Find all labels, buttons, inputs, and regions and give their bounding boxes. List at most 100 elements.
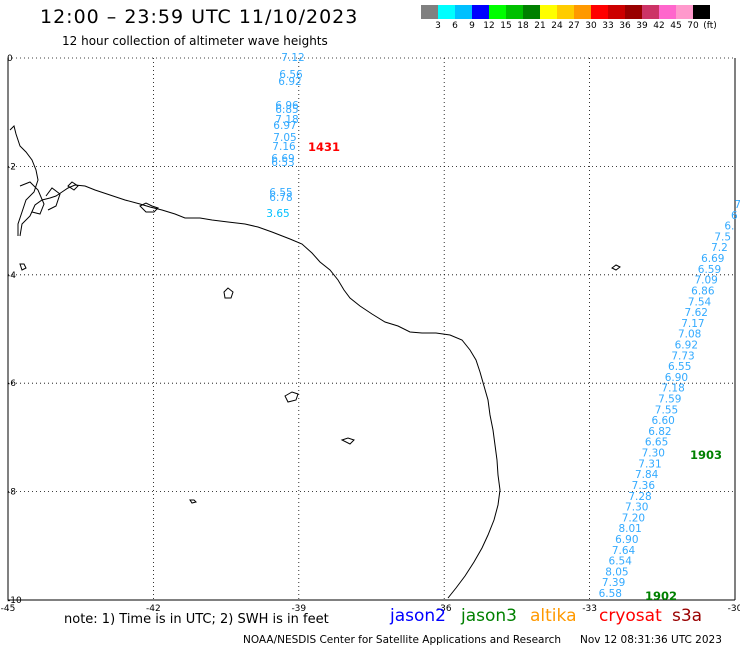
legend-label: 45 [670,21,682,31]
wave-height-label: 7.54 [688,296,712,308]
wave-height-label: 6.56 [279,69,303,81]
legend-swatch [625,5,642,19]
wave-height-label: 6.96 [275,100,299,112]
legend-color-bar [421,5,740,19]
latitude-tick-label: 0 [7,54,13,64]
legend-swatch [574,5,591,19]
island-4 [284,391,299,403]
legend-label: 39 [636,21,648,31]
longitude-ticks: -45 -42 -39 -36 -33 -30 [1,604,740,614]
wave-height-label: 6. [724,221,734,233]
satellite-jason3-label: jason3 [461,606,517,626]
map-grid [7,57,736,601]
longitude-tick-label: -42 [146,604,161,614]
wave-height-label: 6.82 [648,426,671,438]
color-legend: 3 6 9 12 15 18 21 24 27 30 33 36 39 42 45 70 (ft) [421,5,740,31]
wave-height-label: 7.30 [625,502,648,514]
legend-swatch [506,5,523,19]
legend-label: 18 [517,21,529,31]
legend-swatch [455,5,472,19]
coastline-northwest [9,125,61,236]
coastline-main [19,184,501,599]
wave-height-label: 6.58 [599,588,622,600]
wave-height-label: 6.55 [269,187,292,199]
wave-height-label: 6 [731,210,738,222]
wave-height-label: 7.20 [622,512,645,524]
latitude-tick-label: -2 [7,162,16,172]
wave-height-label: 7.39 [602,577,625,589]
legend-label: 27 [568,21,580,31]
legend-swatch [693,5,710,19]
wave-height-label: 7.2 [711,242,728,254]
credit-text: NOAA/NESDIS Center for Satellite Applica… [243,634,561,646]
wave-height-label: 7.28 [628,491,651,503]
wave-height-label: 7.05 [273,132,296,144]
wave-height-label: 7.18 [661,383,684,395]
coastline [9,125,621,599]
wave-height-label: 6.90 [615,534,638,546]
wave-height-label: 7.59 [658,394,681,406]
wave-height-label: 6.65 [645,437,668,449]
legend-swatch [591,5,608,19]
wave-height-label: 6.86 [691,285,715,297]
legend-label: 6 [452,21,458,31]
legend-label: 33 [602,21,614,31]
legend-swatch [557,5,574,19]
legend-swatch [642,5,659,19]
satellite-tracks: 7.126.566.926.966.857.186.977.057.166.69… [266,52,740,600]
legend-label: 70 [687,21,699,31]
wave-height-label: 6.59 [698,264,721,276]
wave-height-label: 3.65 [266,208,289,220]
legend-swatch [608,5,625,19]
wave-height-label: 7.16 [272,141,296,153]
wave-height-label: 7.64 [612,545,636,557]
longitude-tick-label: -39 [291,604,306,614]
wave-height-label: 7.84 [635,469,659,481]
legend-swatch [472,5,489,19]
legend-label: 9 [469,21,475,31]
island-6 [19,263,27,271]
pass-time-labels: 1431 1903 1902 [308,140,722,603]
legend-labels: 3 6 9 12 15 18 21 24 27 30 33 36 39 42 45 70 (ft) [421,19,740,31]
island-7 [611,264,621,271]
wave-height-label: 7.31 [638,458,661,470]
wave-height-label: 6.92 [278,76,301,88]
legend-label: 21 [534,21,546,31]
wave-height-label: 7.62 [685,307,708,319]
wave-height-label: 6.53 [271,157,294,169]
latitude-ticks: 0 -2 -4 -6 -8 -10 [7,54,22,606]
wave-height-label: 7.30 [642,448,665,460]
wave-height-label: 8.05 [605,566,628,578]
legend-swatch [489,5,506,19]
legend-swatch [676,5,693,19]
legend-label: 12 [483,21,495,31]
wave-height-label: 7.55 [655,404,678,416]
island-2 [67,181,79,191]
legend-label: 42 [653,21,665,31]
island-8 [189,499,197,504]
pass-time-label: 1431 [308,140,340,154]
wave-height-label: 6.97 [273,120,296,132]
map-subtitle: 12 hour collection of altimeter wave hei… [62,34,328,48]
satellite-altika-label: altika [530,606,577,626]
latitude-tick-label: -6 [7,379,16,389]
wave-height-label: 7.12 [281,52,304,64]
wave-height-label: 6.54 [609,556,633,568]
units-note: note: 1) Time is in UTC; 2) SWH is in fe… [64,612,329,627]
longitude-tick-label: -30 [728,604,740,614]
longitude-tick-label: -33 [582,604,597,614]
legend-label: 15 [500,21,512,31]
legend-swatch [523,5,540,19]
wave-height-label: 6.55 [668,361,691,373]
pass-time-label: 1902 [645,589,677,603]
wave-height-label: 6.69 [701,253,724,265]
map-title: 12:00 – 23:59 UTC 11/10/2023 [40,6,359,28]
pass-time-label: 1903 [690,448,722,462]
wave-height-label: 6.60 [651,415,674,427]
island-1 [139,202,159,213]
wave-height-label: 6.69 [271,153,294,165]
wave-height-label: 6.92 [675,339,698,351]
wave-height-label: 6.90 [665,372,688,384]
legend-swatch [659,5,676,19]
wave-height-label: 7.73 [671,350,694,362]
